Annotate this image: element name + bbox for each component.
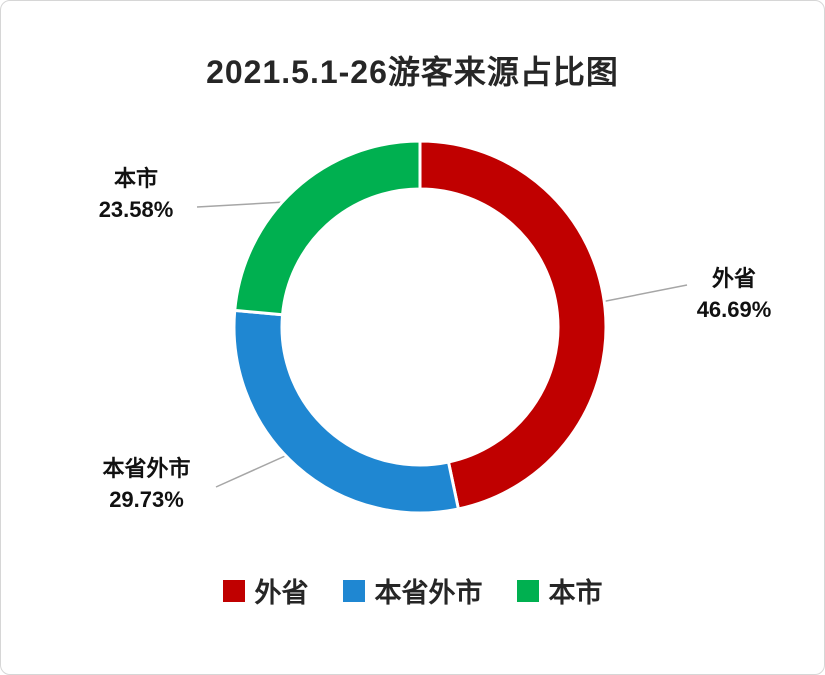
legend-swatch-out-of-province (222, 579, 245, 602)
legend-swatch-province-other-city (342, 579, 365, 602)
chart-legend: 外省 本省外市 本市 (1, 571, 824, 610)
donut-slice-0 (418, 139, 608, 511)
callout-out-of-province: 外省 46.69% (651, 263, 817, 325)
callout-out-of-province-name: 外省 (711, 266, 756, 291)
chart-title: 2021.5.1-26游客来源占比图 (206, 54, 619, 90)
callout-local-city: 本市 23.58% (51, 163, 221, 225)
leader-line-out-of-province (600, 284, 688, 303)
legend-label-local-city: 本市 (548, 578, 603, 608)
donut-slice-1 (232, 308, 460, 515)
legend-label-province-other-city: 本省外市 (374, 578, 483, 608)
legend-label-out-of-province: 外省 (254, 578, 309, 608)
callout-out-of-province-percent: 46.69% (696, 297, 772, 322)
legend-item-province-other-city: 本省外市 (342, 571, 483, 610)
callout-local-city-name: 本市 (113, 166, 158, 191)
callout-local-city-percent: 23.58% (98, 197, 174, 222)
legend-item-local-city: 本市 (516, 571, 603, 610)
donut-slice-2 (233, 139, 422, 317)
legend-swatch-local-city (516, 579, 539, 602)
callout-province-other-city-name: 本省外市 (102, 456, 191, 481)
callout-province-other-city: 本省外市 29.73% (49, 453, 244, 515)
legend-item-out-of-province: 外省 (222, 571, 309, 610)
callout-province-other-city-percent: 29.73% (109, 487, 184, 512)
